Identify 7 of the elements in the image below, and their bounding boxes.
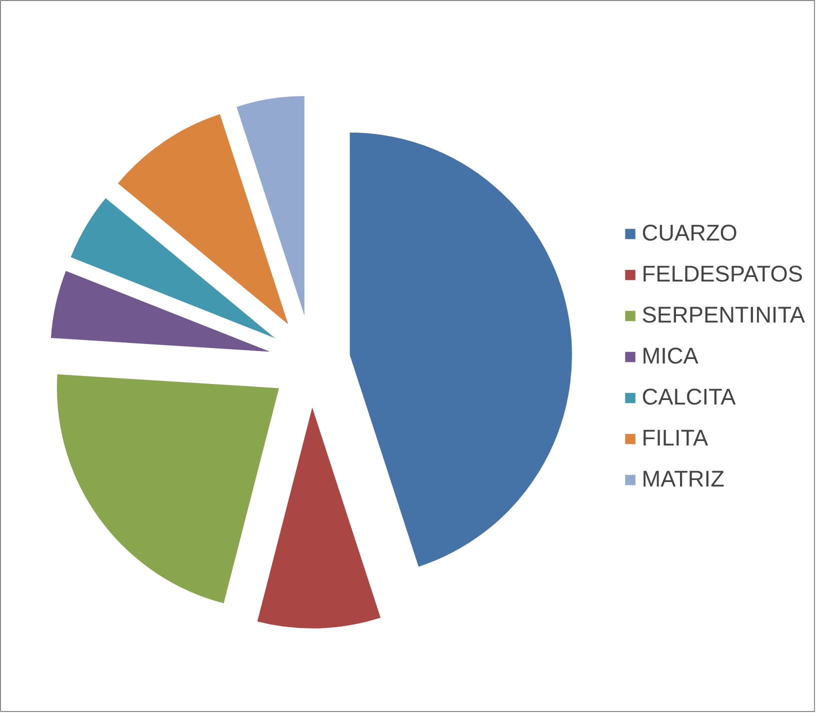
legend-label: MICA <box>642 342 698 370</box>
legend-label: SERPENTINITA <box>642 302 805 328</box>
legend-label: FILITA <box>642 424 708 452</box>
legend-label: CALCITA <box>642 384 736 410</box>
legend-label: FELDESPATOS <box>642 260 803 288</box>
legend-label: MATRIZ <box>642 466 724 492</box>
legend-label: CUARZO <box>642 220 738 246</box>
